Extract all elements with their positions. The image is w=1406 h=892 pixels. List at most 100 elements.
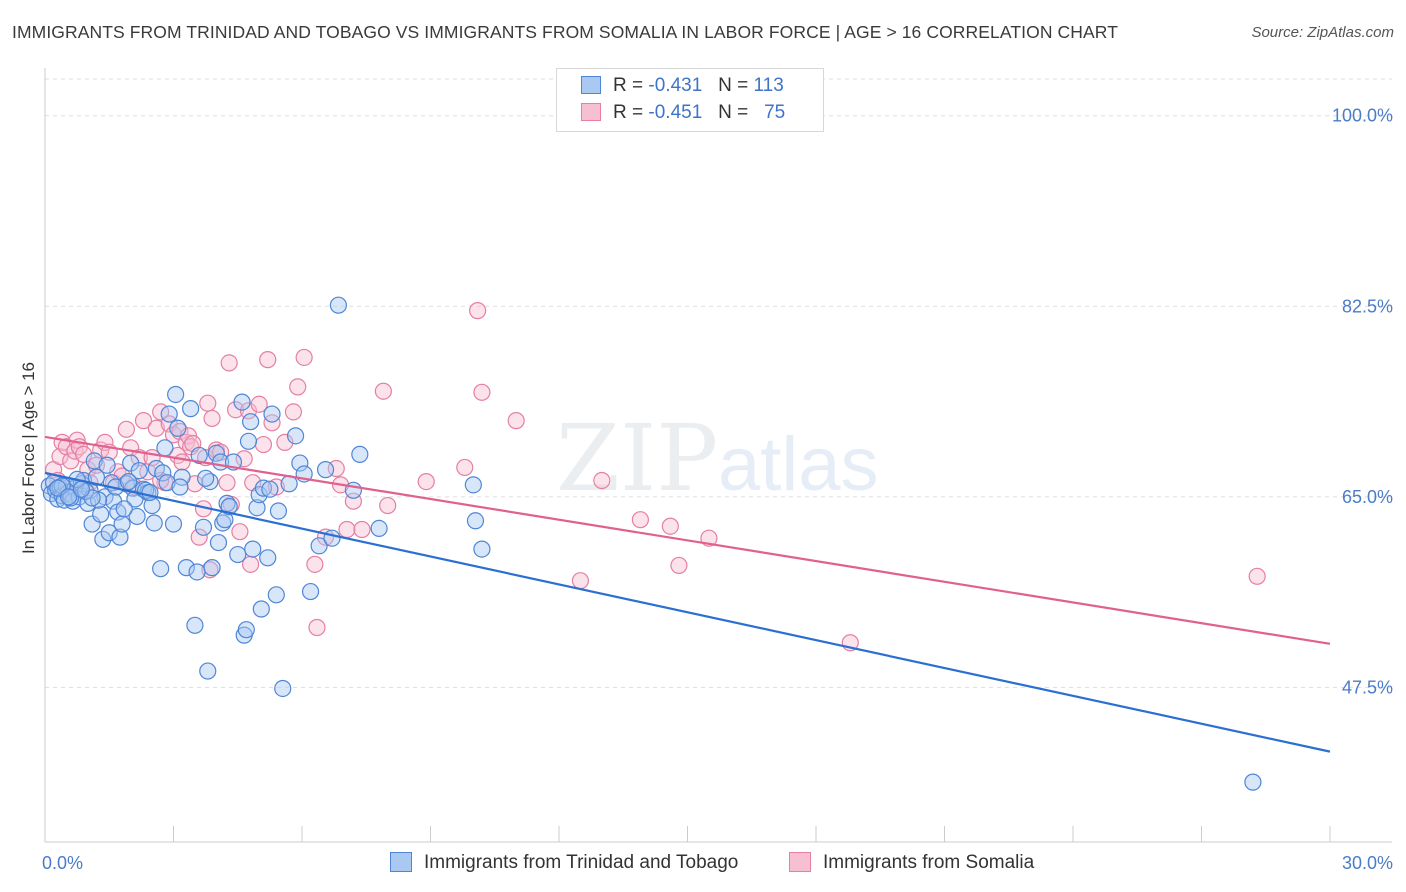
series-trinidad-points bbox=[40, 296, 1262, 791]
legend-row-trinidad: R = -0.431 N = 113 bbox=[581, 75, 784, 101]
somalia-point bbox=[295, 348, 313, 367]
x-tick-label: 0.0% bbox=[42, 853, 83, 873]
trinidad-point bbox=[203, 559, 221, 577]
somalia-point bbox=[239, 402, 258, 420]
trinidad-point bbox=[370, 519, 388, 538]
trinidad-point bbox=[220, 498, 238, 516]
trinidad-point bbox=[72, 480, 91, 498]
trinidad-point bbox=[252, 600, 270, 618]
trinidad-point bbox=[154, 464, 172, 482]
legend-r-value: -0.431 bbox=[648, 75, 703, 96]
somalia-point bbox=[218, 474, 236, 492]
trinidad-point bbox=[286, 427, 305, 445]
trinidad-point bbox=[473, 540, 491, 558]
trinidad-point bbox=[59, 488, 78, 506]
trinidad-point bbox=[244, 540, 262, 558]
bottom-legend-label-trinidad: Immigrants from Trinidad and Tobago bbox=[424, 852, 739, 873]
somalia-point bbox=[507, 412, 525, 430]
trinidad-point bbox=[145, 514, 163, 532]
somalia-point bbox=[661, 517, 679, 535]
bottom-legend-swatch-pink bbox=[789, 852, 811, 872]
trinidad-point bbox=[152, 560, 170, 578]
trinidad-point bbox=[85, 452, 103, 470]
legend-swatch-blue bbox=[581, 76, 601, 94]
somalia-point bbox=[571, 572, 590, 590]
trinidad-point bbox=[128, 507, 146, 526]
trinidad-point bbox=[158, 474, 176, 492]
somalia-point bbox=[263, 414, 281, 432]
bottom-legend-trinidad: Immigrants from Trinidad and Tobago bbox=[390, 852, 738, 874]
somalia-point bbox=[469, 302, 487, 320]
somalia-point bbox=[593, 471, 611, 490]
trinidad-point bbox=[143, 496, 161, 515]
trinidad-point bbox=[141, 483, 159, 502]
trinidad-point bbox=[267, 586, 285, 604]
trinidad-point bbox=[197, 469, 215, 487]
somalia-point bbox=[338, 520, 356, 539]
trinidad-point bbox=[164, 515, 183, 533]
somalia-point bbox=[201, 561, 219, 579]
somalia-point bbox=[306, 555, 324, 573]
somalia-point bbox=[276, 433, 294, 451]
legend-n-label: N = bbox=[718, 75, 749, 96]
somalia-point bbox=[235, 450, 253, 468]
watermark-zip: ZIP bbox=[556, 405, 718, 512]
trinidad-point bbox=[113, 515, 131, 533]
y-tick-labels: 47.5% 65.0% 82.5% 100.0% bbox=[1332, 106, 1393, 698]
trinidad-point bbox=[87, 468, 106, 486]
trinidad-point bbox=[169, 419, 187, 437]
somalia-point bbox=[353, 520, 371, 539]
legend-row-somalia: R = -0.451 N = 75 bbox=[581, 102, 785, 128]
somalia-point bbox=[267, 478, 285, 496]
trinidad-point bbox=[316, 461, 335, 479]
somalia-point bbox=[190, 528, 208, 546]
somalia-point bbox=[220, 354, 238, 372]
trinidad-point bbox=[98, 456, 116, 474]
somalia-point bbox=[670, 556, 688, 575]
somalia-point bbox=[254, 435, 273, 454]
watermark-atlas: atlas bbox=[718, 422, 879, 507]
somalia-point bbox=[259, 351, 277, 369]
legend: R = -0.431 N = 113 R = -0.451 N = 75 bbox=[556, 68, 824, 132]
trinidad-point bbox=[464, 476, 482, 494]
somalia-point bbox=[147, 419, 165, 437]
trinidad-point bbox=[156, 439, 174, 457]
source-label: Source: ZipAtlas.com bbox=[1251, 24, 1394, 41]
trinidad-point bbox=[274, 679, 292, 698]
trinidad-point bbox=[115, 500, 133, 518]
trinidad-point bbox=[323, 529, 341, 547]
legend-r-label: R = bbox=[613, 75, 644, 96]
somalia-point bbox=[1248, 567, 1266, 585]
trinidad-point bbox=[83, 515, 101, 533]
legend-r-value: -0.451 bbox=[648, 102, 703, 123]
somalia-point bbox=[250, 395, 268, 413]
trinidad-point bbox=[254, 479, 273, 497]
somalia-point bbox=[199, 394, 217, 412]
somalia-point bbox=[231, 523, 249, 541]
somalia-point bbox=[284, 403, 303, 421]
trinidad-point bbox=[301, 582, 320, 601]
trinidad-point bbox=[177, 559, 195, 577]
somalia-point bbox=[631, 511, 649, 529]
y-axis-label: In Labor Force | Age > 16 bbox=[19, 362, 38, 554]
trinidad-point bbox=[263, 405, 281, 423]
somalia-point bbox=[117, 420, 135, 438]
trinidad-point bbox=[261, 480, 279, 498]
trinidad-point bbox=[182, 400, 200, 418]
somalia-point bbox=[289, 378, 307, 396]
trinidad-point bbox=[100, 524, 118, 542]
trend-lines bbox=[44, 435, 1331, 753]
trinidad-point bbox=[111, 528, 129, 546]
x-tick-labels: 0.0% 30.0% bbox=[42, 853, 1393, 873]
trinidad-point bbox=[160, 405, 178, 423]
trinidad-point bbox=[259, 549, 277, 567]
somalia-trend-line bbox=[44, 435, 1331, 645]
legend-swatch-pink bbox=[581, 103, 601, 121]
somalia-point bbox=[173, 453, 191, 471]
axes bbox=[44, 68, 1392, 843]
trinidad-point bbox=[1244, 773, 1262, 791]
somalia-point bbox=[308, 618, 326, 637]
trinidad-point bbox=[89, 491, 108, 509]
trinidad-point bbox=[229, 545, 247, 564]
trinidad-point bbox=[242, 413, 260, 431]
